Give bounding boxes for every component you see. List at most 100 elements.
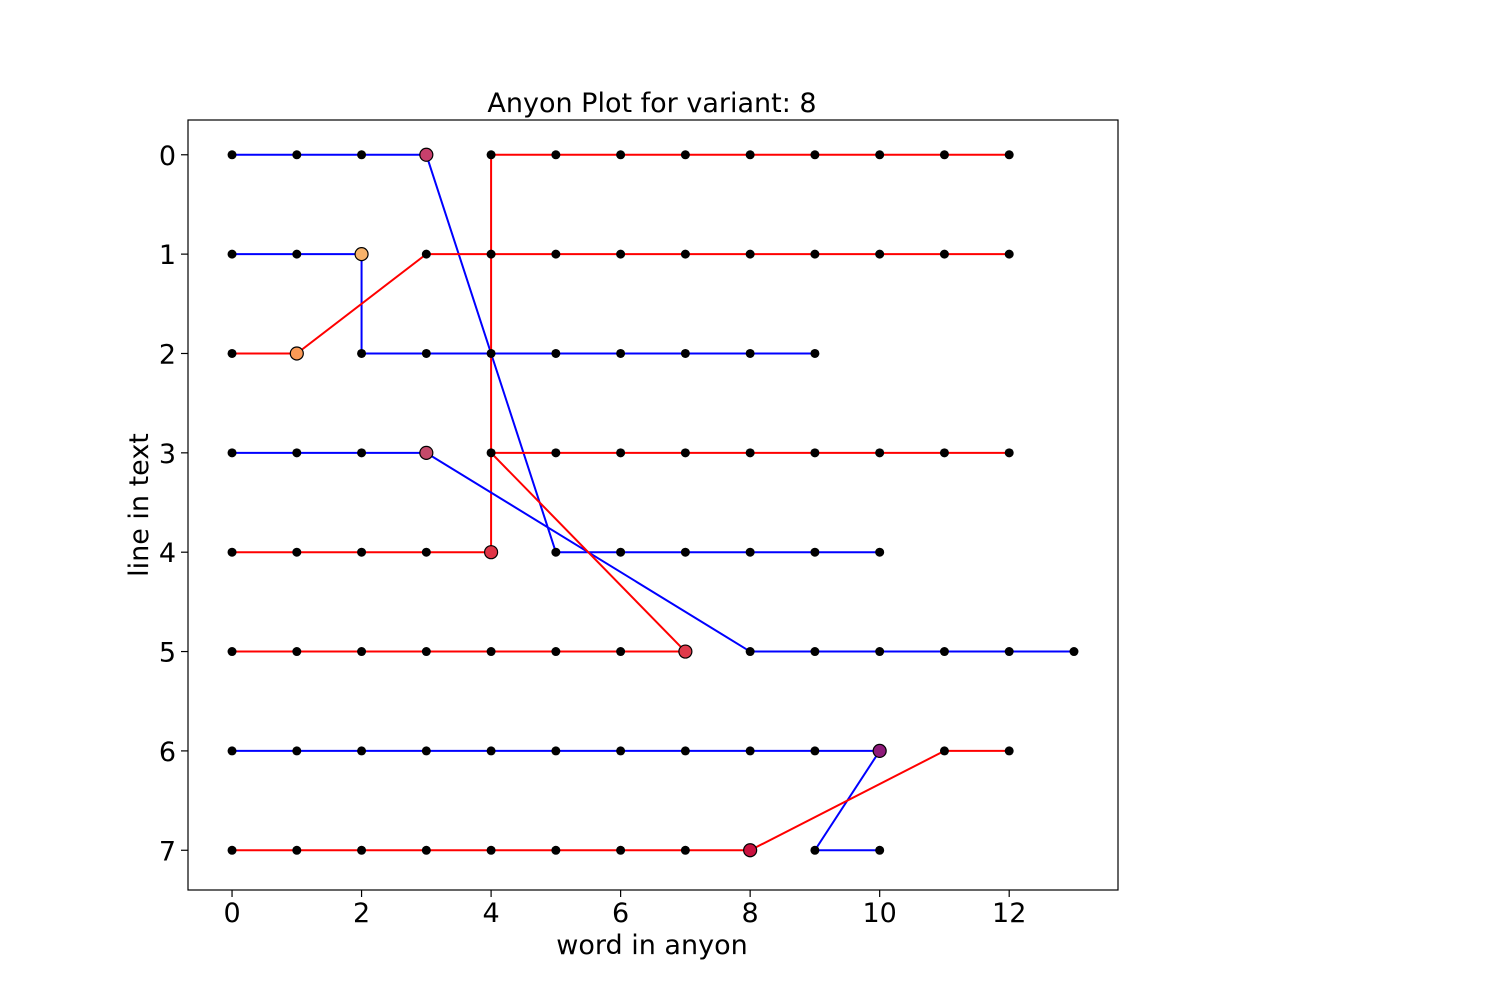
data-point xyxy=(227,647,237,657)
data-point xyxy=(551,249,561,259)
data-point xyxy=(810,150,820,160)
highlight-point xyxy=(872,743,887,759)
data-point xyxy=(551,746,561,756)
data-point xyxy=(810,348,820,358)
data-point xyxy=(1004,647,1014,657)
data-point xyxy=(421,845,431,855)
data-point xyxy=(486,348,496,358)
data-point xyxy=(810,845,820,855)
data-point xyxy=(486,150,496,160)
plot-frame xyxy=(187,119,1119,891)
data-point xyxy=(680,249,690,259)
data-point xyxy=(357,845,367,855)
data-point xyxy=(551,448,561,458)
data-point xyxy=(745,448,755,458)
data-point xyxy=(421,547,431,557)
x-axis-ticks: 0 2 4 6 8 10 12 xyxy=(223,890,1026,929)
x-axis-label: word in anyon xyxy=(556,930,747,961)
y-tick-label: 4 xyxy=(159,538,176,569)
x-tick-label: 6 xyxy=(612,898,629,929)
data-point xyxy=(227,547,237,557)
data-point xyxy=(875,448,885,458)
x-tick-label: 10 xyxy=(862,898,896,929)
data-point xyxy=(745,746,755,756)
data-point xyxy=(486,647,496,657)
data-point xyxy=(421,249,431,259)
highlight-point xyxy=(419,147,434,162)
data-point xyxy=(551,845,561,855)
data-point xyxy=(486,746,496,756)
data-point xyxy=(745,547,755,557)
x-tick-label: 12 xyxy=(992,898,1026,929)
data-point xyxy=(680,547,690,557)
data-point xyxy=(227,448,237,458)
data-point xyxy=(939,448,949,458)
data-point xyxy=(680,746,690,756)
data-point xyxy=(421,348,431,358)
data-point xyxy=(939,249,949,259)
data-point xyxy=(616,647,626,657)
data-point xyxy=(810,448,820,458)
data-point xyxy=(292,150,302,160)
highlight-point xyxy=(743,843,758,858)
data-point xyxy=(875,647,885,657)
data-point xyxy=(680,448,690,458)
highlight-point xyxy=(419,445,434,460)
y-tick-label: 5 xyxy=(159,638,176,669)
series-line-3-red xyxy=(232,253,1010,355)
data-point xyxy=(1004,746,1014,756)
y-tick-label: 3 xyxy=(159,439,176,470)
data-point xyxy=(939,647,949,657)
data-point xyxy=(551,647,561,657)
plot-points xyxy=(227,147,1079,858)
data-point xyxy=(292,647,302,657)
y-tick-label: 2 xyxy=(159,339,176,370)
data-point xyxy=(745,647,755,657)
data-point xyxy=(875,249,885,259)
data-point xyxy=(357,647,367,657)
data-point xyxy=(551,348,561,358)
y-axis-label: line in text xyxy=(124,433,155,577)
data-point xyxy=(745,348,755,358)
series-line-5-red xyxy=(488,451,1010,653)
data-point xyxy=(357,448,367,458)
data-point xyxy=(292,448,302,458)
data-point xyxy=(357,348,367,358)
data-point xyxy=(616,845,626,855)
data-point xyxy=(939,150,949,160)
data-point xyxy=(551,547,561,557)
data-point xyxy=(227,150,237,160)
data-point xyxy=(292,845,302,855)
data-point xyxy=(357,547,367,557)
data-point xyxy=(939,746,949,756)
data-point xyxy=(1069,647,1079,657)
x-tick-label: 8 xyxy=(742,898,759,929)
x-tick-label: 4 xyxy=(482,898,499,929)
y-axis-ticks: 0 1 2 3 4 5 6 7 xyxy=(159,141,188,867)
data-point xyxy=(357,150,367,160)
data-point xyxy=(616,348,626,358)
data-point xyxy=(1004,249,1014,259)
data-point xyxy=(486,448,496,458)
highlight-point xyxy=(289,346,304,361)
data-point xyxy=(227,249,237,259)
highlight-point xyxy=(354,247,369,262)
data-point xyxy=(292,547,302,557)
data-point xyxy=(875,150,885,160)
data-point xyxy=(616,746,626,756)
data-point xyxy=(616,150,626,160)
x-tick-label: 0 xyxy=(223,898,240,929)
data-point xyxy=(227,348,237,358)
x-tick-label: 2 xyxy=(353,898,370,929)
data-point xyxy=(357,746,367,756)
data-point xyxy=(292,746,302,756)
data-point xyxy=(875,845,885,855)
data-point xyxy=(616,249,626,259)
series-line-4-blue xyxy=(232,451,1074,653)
data-point xyxy=(810,547,820,557)
data-point xyxy=(810,647,820,657)
data-point xyxy=(1004,448,1014,458)
y-tick-label: 6 xyxy=(159,737,176,768)
